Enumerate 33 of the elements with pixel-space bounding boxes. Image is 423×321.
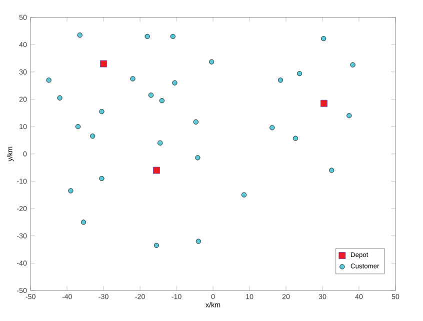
point (77, 32, 82, 38)
point (278, 78, 284, 83)
point (46, 78, 52, 83)
point (346, 113, 352, 118)
point (90, 134, 96, 139)
point (350, 62, 356, 68)
point (170, 34, 176, 39)
point (130, 76, 136, 82)
point (270, 125, 275, 130)
point (292, 136, 298, 141)
point (158, 140, 163, 146)
point (154, 242, 160, 248)
point (193, 119, 198, 124)
point (241, 192, 247, 198)
point (209, 59, 214, 64)
point (195, 155, 200, 160)
point (80, 220, 86, 225)
point (75, 124, 81, 130)
point (148, 92, 154, 98)
point (321, 36, 326, 42)
point (68, 188, 74, 194)
point (196, 238, 201, 244)
point (99, 176, 104, 182)
point (100, 60, 108, 68)
point (144, 34, 150, 39)
point (99, 108, 104, 114)
point (172, 80, 178, 86)
point (329, 168, 334, 173)
point (57, 95, 62, 100)
point (159, 98, 164, 104)
point (296, 71, 302, 76)
point (153, 166, 160, 174)
point (320, 100, 328, 107)
